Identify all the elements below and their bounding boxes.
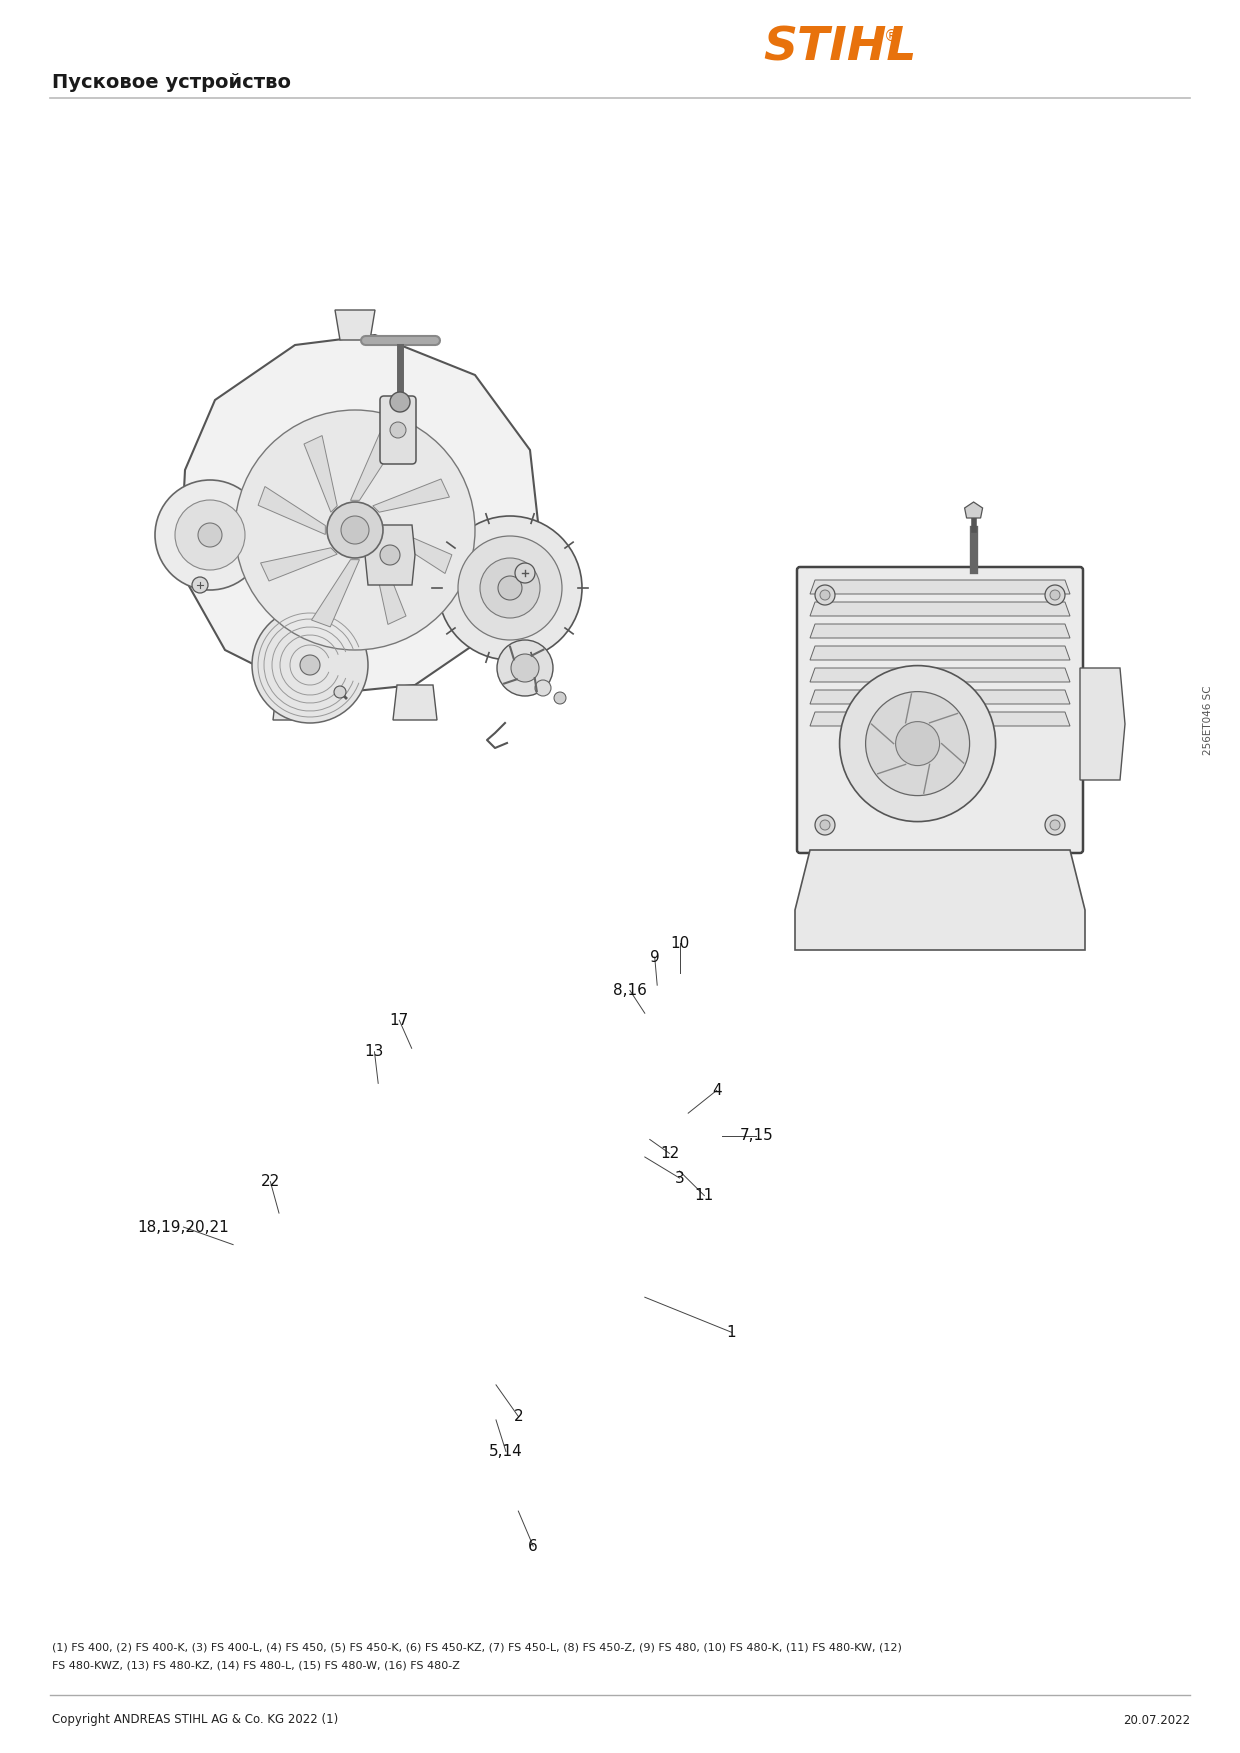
Polygon shape: [393, 685, 436, 720]
Polygon shape: [373, 547, 405, 624]
Text: 7,15: 7,15: [739, 1129, 774, 1143]
Circle shape: [341, 515, 370, 543]
Text: 1: 1: [727, 1325, 737, 1339]
Polygon shape: [810, 691, 1070, 705]
Circle shape: [498, 577, 522, 600]
Text: 12: 12: [660, 1146, 680, 1160]
Circle shape: [1050, 591, 1060, 600]
Circle shape: [1045, 586, 1065, 605]
Circle shape: [554, 692, 565, 705]
Text: 5,14: 5,14: [489, 1444, 523, 1458]
Polygon shape: [365, 524, 415, 586]
Circle shape: [497, 640, 553, 696]
Polygon shape: [273, 685, 317, 720]
Text: 3: 3: [675, 1171, 684, 1185]
Polygon shape: [180, 335, 539, 694]
Text: 20.07.2022: 20.07.2022: [1123, 1713, 1190, 1727]
Text: FS 480-KWZ, (13) FS 480-KZ, (14) FS 480-L, (15) FS 480-W, (16) FS 480-Z: FS 480-KWZ, (13) FS 480-KZ, (14) FS 480-…: [52, 1660, 460, 1671]
Text: 18,19,20,21: 18,19,20,21: [138, 1220, 229, 1234]
Polygon shape: [810, 580, 1070, 594]
Circle shape: [534, 680, 551, 696]
Polygon shape: [810, 712, 1070, 726]
Text: 17: 17: [389, 1013, 409, 1027]
Text: 13: 13: [365, 1045, 384, 1059]
Text: 10: 10: [670, 936, 689, 950]
Circle shape: [198, 522, 222, 547]
Circle shape: [820, 820, 830, 829]
Polygon shape: [311, 559, 360, 628]
Circle shape: [839, 666, 996, 822]
Circle shape: [391, 422, 405, 438]
Polygon shape: [1080, 668, 1125, 780]
Text: 22: 22: [260, 1175, 280, 1189]
Text: 8,16: 8,16: [613, 983, 647, 997]
Circle shape: [327, 501, 383, 557]
Text: Пусковое устройство: Пусковое устройство: [52, 72, 291, 91]
Circle shape: [815, 586, 835, 605]
Text: (1) FS 400, (2) FS 400-K, (3) FS 400-L, (4) FS 450, (5) FS 450-K, (6) FS 450-KZ,: (1) FS 400, (2) FS 400-K, (3) FS 400-L, …: [52, 1643, 901, 1653]
Circle shape: [155, 480, 265, 591]
Text: 9: 9: [650, 950, 660, 964]
Polygon shape: [810, 647, 1070, 659]
Text: STIHL: STIHL: [764, 26, 916, 70]
Circle shape: [820, 591, 830, 600]
Circle shape: [1050, 820, 1060, 829]
Text: 256ET046 SC: 256ET046 SC: [1203, 685, 1213, 756]
Polygon shape: [351, 433, 398, 500]
Circle shape: [1045, 815, 1065, 834]
Circle shape: [480, 557, 539, 619]
Circle shape: [515, 563, 534, 584]
Text: 2: 2: [513, 1409, 523, 1423]
Polygon shape: [258, 487, 325, 535]
Circle shape: [511, 654, 539, 682]
Polygon shape: [335, 310, 374, 340]
Circle shape: [458, 536, 562, 640]
Circle shape: [300, 656, 320, 675]
Polygon shape: [810, 624, 1070, 638]
Text: Copyright ANDREAS STIHL AG & Co. KG 2022 (1): Copyright ANDREAS STIHL AG & Co. KG 2022…: [52, 1713, 339, 1727]
Text: ®: ®: [884, 28, 900, 44]
Circle shape: [438, 515, 582, 659]
Text: 6: 6: [528, 1539, 538, 1553]
Circle shape: [391, 393, 410, 412]
Polygon shape: [260, 547, 337, 580]
Circle shape: [895, 722, 940, 766]
Text: 11: 11: [694, 1189, 714, 1203]
Circle shape: [815, 815, 835, 834]
FancyBboxPatch shape: [379, 396, 415, 465]
Polygon shape: [810, 601, 1070, 615]
Circle shape: [252, 607, 368, 722]
Text: 4: 4: [712, 1083, 722, 1097]
Polygon shape: [965, 501, 982, 517]
Polygon shape: [373, 479, 449, 512]
Polygon shape: [384, 526, 451, 573]
Circle shape: [192, 577, 208, 593]
Polygon shape: [810, 668, 1070, 682]
Circle shape: [379, 545, 401, 564]
Polygon shape: [795, 850, 1085, 950]
Polygon shape: [304, 435, 337, 512]
Circle shape: [175, 500, 246, 570]
FancyBboxPatch shape: [797, 566, 1083, 854]
Circle shape: [334, 685, 346, 698]
Circle shape: [866, 692, 970, 796]
Circle shape: [236, 410, 475, 650]
